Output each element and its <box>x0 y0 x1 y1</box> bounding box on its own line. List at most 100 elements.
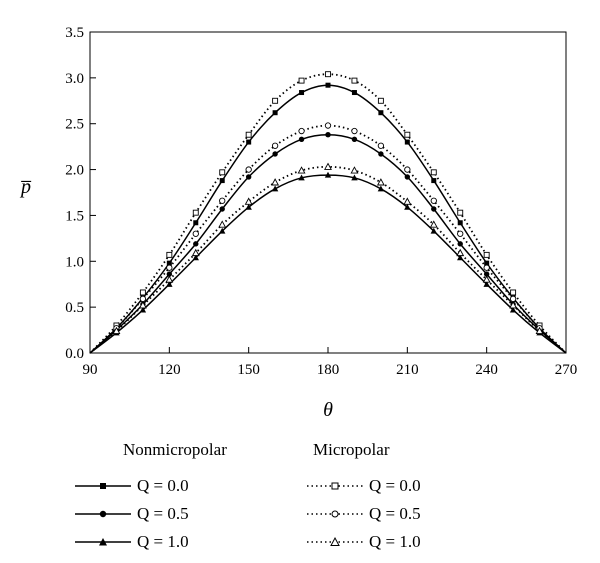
x-tick-label: 120 <box>158 362 181 378</box>
data-point <box>325 82 331 88</box>
data-point <box>139 306 147 313</box>
data-point <box>166 271 173 277</box>
data-point <box>219 227 226 234</box>
y-tick-label: 3.5 <box>65 25 84 41</box>
legend-label: Q = 1.0 <box>137 532 189 551</box>
data-point <box>457 241 463 247</box>
series-line <box>89 165 567 354</box>
data-point <box>191 248 200 257</box>
data-point <box>218 220 227 228</box>
data-point <box>483 251 490 258</box>
data-point <box>138 301 147 309</box>
plot-area-frame <box>89 31 567 354</box>
data-point <box>245 131 252 138</box>
data-point <box>298 136 305 143</box>
legend-swatch-solid-square-icon <box>75 483 131 489</box>
y-tick-label: 1.0 <box>65 254 84 270</box>
data-point <box>219 169 226 176</box>
data-point <box>351 174 358 181</box>
y-axis-label: p̅ <box>19 176 32 198</box>
data-point <box>166 251 173 258</box>
data-point <box>430 197 437 204</box>
data-point <box>535 326 544 335</box>
data-point <box>509 301 518 309</box>
legend-swatch-dotted-square-icon <box>307 482 363 490</box>
data-point <box>351 127 358 135</box>
data-point <box>431 178 437 184</box>
legend-item-micropolar-q05: Q = 0.5 <box>307 503 421 525</box>
series-nonmicropolar-2 <box>89 171 567 354</box>
y-tick-label: 2.5 <box>65 117 84 133</box>
data-point <box>483 280 490 287</box>
y-tick-label: 2.0 <box>65 163 84 179</box>
data-point <box>351 90 357 96</box>
data-point <box>351 77 358 84</box>
data-point <box>166 280 173 287</box>
data-point <box>457 254 464 261</box>
data-point <box>510 289 517 296</box>
legend-swatch-dotted-triangle-icon <box>307 536 363 546</box>
y-tick-label: 1.5 <box>65 208 84 224</box>
data-point <box>298 77 305 84</box>
y-tick-label: 0.0 <box>65 346 84 362</box>
data-point <box>377 185 385 192</box>
data-point <box>112 326 121 335</box>
data-point <box>509 306 517 313</box>
data-point <box>219 206 225 212</box>
legend-title-nonmicropolar: Nonmicropolar <box>123 440 227 459</box>
data-point <box>377 97 384 104</box>
data-point <box>219 197 226 204</box>
data-point <box>429 220 438 228</box>
data-point <box>403 197 412 205</box>
x-tick-label: 90 <box>83 362 98 378</box>
data-point <box>192 254 199 261</box>
data-point <box>483 271 490 277</box>
legend-label: Q = 0.5 <box>137 504 189 523</box>
series-line <box>89 73 567 354</box>
data-point <box>457 220 463 226</box>
legend-swatch-solid-circle-icon <box>75 510 131 518</box>
legend-label: Q = 1.0 <box>369 532 421 551</box>
data-point <box>246 139 252 145</box>
data-point <box>245 174 252 180</box>
y-axis-ticks: 0.0 0.5 1.0 1.5 2.0 2.5 3.0 3.5 <box>65 25 96 362</box>
data-point <box>297 166 306 174</box>
data-point <box>325 71 331 78</box>
data-point <box>244 197 253 205</box>
data-point <box>430 227 437 234</box>
data-point <box>351 136 358 143</box>
legend-item-micropolar-q1: Q = 1.0 <box>307 531 421 553</box>
series-line <box>89 174 567 354</box>
x-axis-label: θ <box>323 399 333 421</box>
data-point <box>325 132 331 138</box>
y-tick-label: 0.5 <box>65 300 84 316</box>
legend-label: Q = 0.0 <box>137 476 189 495</box>
data-point <box>376 178 385 186</box>
x-tick-label: 180 <box>317 362 340 378</box>
data-point <box>324 171 332 178</box>
series-micropolar-4 <box>89 122 567 354</box>
data-point <box>457 230 464 237</box>
legend-item-nonmicropolar-q1: Q = 1.0 <box>75 531 189 553</box>
data-point <box>193 220 199 226</box>
data-point <box>378 151 384 157</box>
legend-swatch-dotted-circle-icon <box>307 510 363 518</box>
x-tick-label: 210 <box>396 362 419 378</box>
series-line <box>89 124 567 354</box>
data-point <box>324 162 332 170</box>
data-point <box>484 260 490 266</box>
data-point <box>378 110 384 116</box>
legend-title-micropolar: Micropolar <box>313 440 390 459</box>
data-point <box>165 275 174 283</box>
data-point <box>139 289 146 296</box>
data-point <box>299 90 305 96</box>
data-point <box>193 241 199 247</box>
x-tick-label: 270 <box>555 362 578 378</box>
series-micropolar-3 <box>89 71 567 354</box>
legend-label: Q = 0.0 <box>369 476 421 495</box>
data-point <box>457 209 464 216</box>
pressure-chart: 0.0 0.5 1.0 1.5 2.0 2.5 3.0 3.5 90 120 150 180 210 2… <box>19 25 578 421</box>
data-point <box>404 131 411 138</box>
data-point <box>430 169 437 176</box>
data-point <box>298 174 305 181</box>
